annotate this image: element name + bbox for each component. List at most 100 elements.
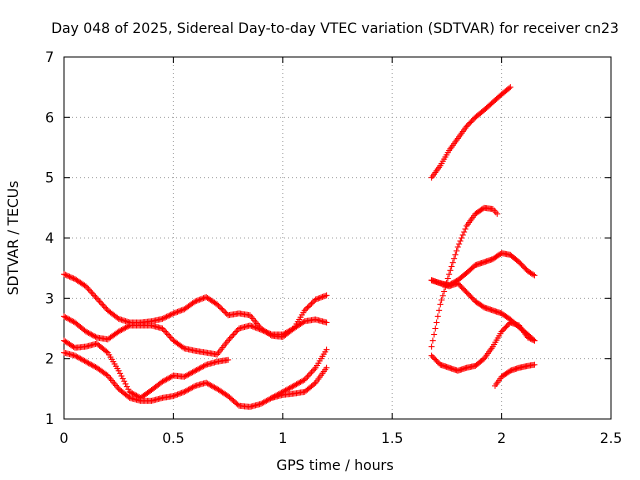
data-point <box>256 326 263 333</box>
data-point <box>498 328 505 335</box>
data-point <box>530 271 537 278</box>
data-point <box>164 313 171 320</box>
data-point <box>456 241 463 248</box>
data-point <box>503 323 510 330</box>
data-point <box>527 335 534 342</box>
data-point <box>459 231 466 238</box>
data-point <box>464 290 471 297</box>
data-point <box>323 346 330 353</box>
data-point <box>431 355 438 362</box>
y-tick-label: 5 <box>45 171 54 187</box>
data-point <box>195 297 202 304</box>
data-point <box>458 235 465 241</box>
data-point <box>468 294 475 301</box>
data-point <box>63 272 70 279</box>
data-point <box>311 380 318 387</box>
data-point <box>218 305 225 312</box>
y-tick-label: 6 <box>45 110 54 126</box>
data-point <box>444 275 451 282</box>
data-point <box>320 293 327 300</box>
data-point <box>531 337 538 344</box>
data-point <box>461 286 468 293</box>
data-point <box>300 319 307 326</box>
data-point <box>178 307 185 314</box>
data-point <box>159 325 166 332</box>
data-point <box>201 362 208 369</box>
data-point <box>433 319 440 326</box>
data-point <box>262 328 269 335</box>
data-point <box>177 390 184 397</box>
x-tick-label: 2 <box>497 431 506 447</box>
data-point <box>466 291 473 298</box>
data-point <box>178 389 185 396</box>
data-point <box>121 378 128 385</box>
data-point <box>502 324 509 331</box>
series-track-11 <box>492 361 538 389</box>
data-point <box>311 366 318 373</box>
data-point <box>164 331 171 338</box>
data-point <box>163 330 170 337</box>
data-point <box>267 330 274 337</box>
data-point <box>179 344 186 351</box>
data-point <box>226 336 233 343</box>
data-point <box>501 325 508 332</box>
data-point <box>521 264 528 271</box>
data-point <box>231 330 238 337</box>
data-point <box>467 293 474 300</box>
data-point <box>463 289 470 296</box>
y-tick-label: 2 <box>45 352 54 368</box>
data-point <box>162 328 169 335</box>
series-track-3 <box>61 337 232 401</box>
x-tick-label: 0 <box>60 431 69 447</box>
data-point <box>447 267 454 274</box>
data-point <box>303 306 310 313</box>
data-point <box>214 301 221 308</box>
data-point <box>462 225 469 232</box>
series-track-8 <box>428 250 538 289</box>
y-axis-label: SDTVAR / TECUs <box>6 181 22 296</box>
data-point <box>446 271 453 278</box>
data-point <box>437 301 444 308</box>
data-point <box>177 307 184 314</box>
data-point <box>316 294 323 301</box>
data-point <box>253 325 260 332</box>
data-point <box>307 370 314 377</box>
data-point <box>434 359 441 366</box>
data-point <box>432 325 439 332</box>
data-point <box>257 326 264 333</box>
data-point <box>66 273 73 280</box>
data-point <box>264 329 271 336</box>
data-point <box>263 329 270 336</box>
data-point <box>464 122 471 129</box>
x-tick-label: 1.5 <box>381 431 403 447</box>
data-point <box>192 298 199 305</box>
data-point <box>222 309 229 316</box>
data-point <box>70 343 77 350</box>
data-point <box>93 295 100 302</box>
data-point <box>119 375 126 382</box>
data-point <box>441 288 448 295</box>
data-point <box>301 307 308 314</box>
data-point <box>504 322 511 329</box>
data-point <box>438 297 445 304</box>
data-point <box>461 228 468 235</box>
data-point <box>517 260 524 267</box>
data-point <box>522 265 529 272</box>
data-point <box>97 299 104 306</box>
data-point <box>166 333 173 340</box>
series-track-9 <box>428 277 538 344</box>
data-point <box>171 392 178 399</box>
data-point <box>219 306 226 313</box>
y-tick-label: 4 <box>45 231 54 247</box>
data-point <box>312 296 319 303</box>
data-point <box>457 238 464 245</box>
data-point <box>179 389 186 396</box>
data-point <box>436 307 443 314</box>
data-point <box>167 334 174 341</box>
data-point <box>175 390 182 397</box>
data-point <box>494 210 501 217</box>
data-point <box>167 311 174 318</box>
data-point <box>103 348 110 355</box>
data-point <box>266 330 273 337</box>
